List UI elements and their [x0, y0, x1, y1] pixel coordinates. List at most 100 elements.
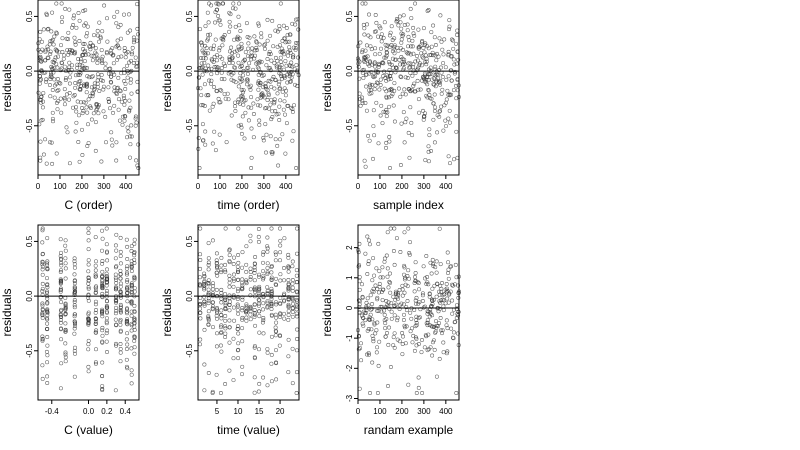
data-point	[219, 300, 224, 305]
data-point	[406, 382, 411, 387]
data-point	[86, 347, 91, 352]
data-point	[371, 75, 376, 80]
data-point	[451, 336, 456, 341]
data-point	[274, 276, 278, 281]
data-point	[430, 50, 435, 55]
data-point	[400, 283, 405, 288]
data-point	[383, 334, 388, 339]
data-point	[412, 33, 417, 38]
data-point	[209, 66, 214, 71]
data-point	[86, 338, 91, 343]
data-point	[435, 282, 440, 287]
data-point	[266, 93, 271, 98]
data-point	[114, 305, 118, 310]
data-point	[408, 65, 413, 70]
y-tick-label: -0.5	[25, 343, 34, 357]
data-point	[236, 286, 240, 291]
data-point	[422, 114, 427, 119]
data-point	[235, 34, 240, 39]
data-point	[66, 30, 71, 35]
data-point	[129, 134, 134, 139]
data-point	[227, 10, 232, 15]
data-point	[411, 65, 416, 70]
data-point	[41, 27, 46, 32]
data-point	[80, 65, 85, 70]
data-point	[272, 86, 277, 91]
data-point	[375, 320, 380, 325]
data-point	[431, 23, 436, 28]
data-point	[133, 55, 138, 60]
data-point	[358, 103, 363, 108]
data-point	[370, 360, 375, 365]
data-point	[212, 43, 216, 48]
data-point	[136, 32, 140, 37]
data-point	[219, 263, 224, 268]
data-point	[129, 123, 134, 128]
data-point	[51, 42, 56, 47]
data-point	[100, 340, 105, 345]
data-point	[217, 45, 222, 50]
data-point	[241, 59, 246, 64]
data-point	[212, 54, 217, 59]
data-point	[402, 277, 407, 282]
data-point	[264, 150, 268, 155]
data-point	[233, 24, 238, 29]
data-point	[63, 352, 68, 357]
data-point	[113, 275, 118, 280]
x-axis-label: sample index	[373, 198, 444, 212]
data-point	[261, 277, 265, 282]
data-point	[422, 43, 427, 47]
data-point	[40, 262, 45, 267]
data-point	[400, 287, 405, 292]
data-point	[86, 320, 91, 325]
data-point	[40, 281, 45, 286]
data-point	[132, 327, 137, 332]
data-point	[39, 94, 44, 99]
data-point	[393, 65, 398, 70]
data-point	[398, 20, 403, 25]
data-point	[412, 81, 417, 86]
data-point	[77, 159, 82, 164]
data-point	[436, 324, 441, 328]
data-point	[387, 135, 392, 139]
data-point	[86, 52, 91, 57]
data-point	[50, 110, 55, 115]
data-point	[269, 290, 274, 295]
data-point	[414, 320, 419, 325]
data-point	[423, 73, 427, 78]
data-point	[83, 100, 88, 105]
data-point	[426, 88, 431, 93]
data-point	[227, 284, 232, 289]
data-point	[227, 318, 232, 323]
data-point	[290, 288, 295, 293]
data-point	[64, 125, 69, 130]
data-point	[367, 315, 372, 320]
data-point	[241, 102, 246, 107]
data-point	[284, 88, 289, 93]
data-point	[129, 264, 134, 269]
x-tick-label: 200	[235, 182, 249, 191]
data-point	[128, 105, 133, 110]
data-point	[92, 86, 97, 91]
data-point	[122, 67, 127, 72]
data-point	[105, 16, 109, 21]
data-point	[290, 281, 295, 286]
data-point	[440, 74, 445, 79]
data-point	[134, 158, 139, 163]
data-point	[125, 270, 129, 275]
data-point	[252, 345, 257, 350]
data-point	[381, 35, 386, 40]
data-point	[82, 42, 87, 46]
data-point	[69, 48, 74, 53]
data-point	[434, 270, 439, 275]
data-point	[387, 279, 392, 284]
data-point	[294, 289, 299, 294]
data-point	[404, 305, 409, 310]
data-point	[128, 28, 133, 33]
data-point	[242, 136, 247, 141]
data-point	[256, 87, 261, 92]
data-point	[119, 99, 124, 104]
data-point	[242, 58, 247, 63]
data-point	[265, 285, 270, 290]
data-point	[215, 58, 219, 63]
